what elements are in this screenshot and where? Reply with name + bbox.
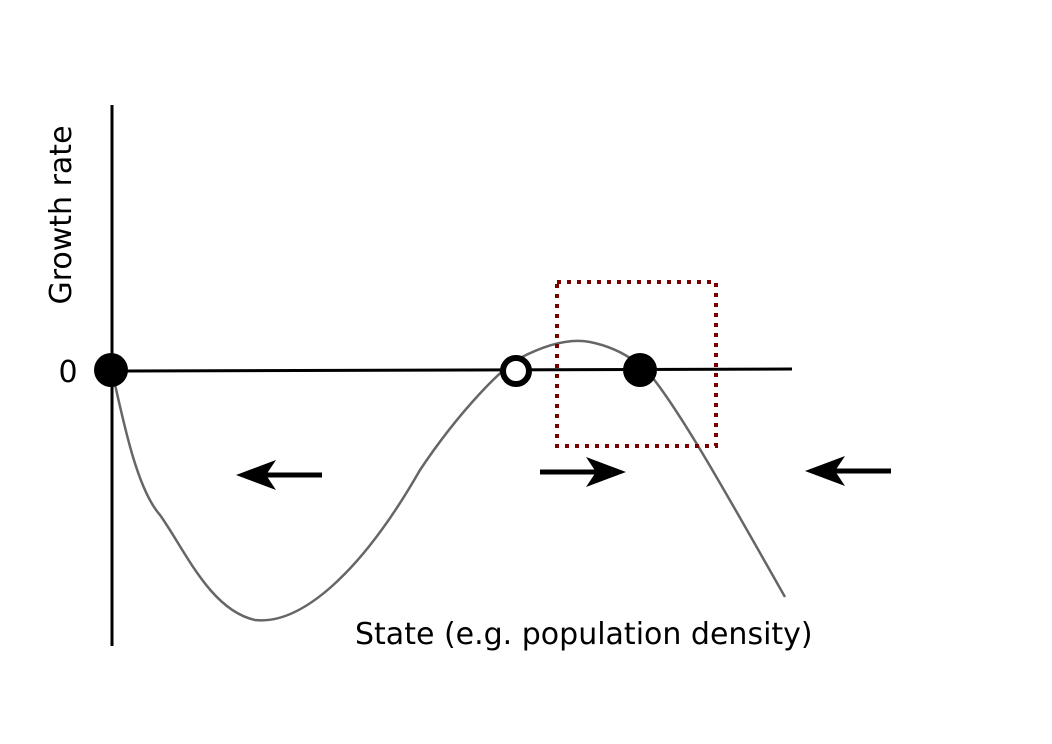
right-arrow-icon — [540, 457, 626, 487]
unstable-equilibrium-point — [500, 355, 532, 387]
highlight-box — [555, 280, 718, 448]
y-axis-label: Growth rate — [44, 125, 79, 304]
stable-equilibrium-point — [623, 353, 657, 387]
zero-label: 0 — [58, 355, 77, 390]
left-arrow-icon — [236, 460, 322, 490]
x-axis-label: State (e.g. population density) — [355, 617, 813, 652]
left-arrow-icon — [805, 456, 891, 486]
x-axis — [111, 367, 793, 373]
growth-curve — [110, 339, 787, 622]
stable-equilibrium-point — [94, 353, 128, 387]
